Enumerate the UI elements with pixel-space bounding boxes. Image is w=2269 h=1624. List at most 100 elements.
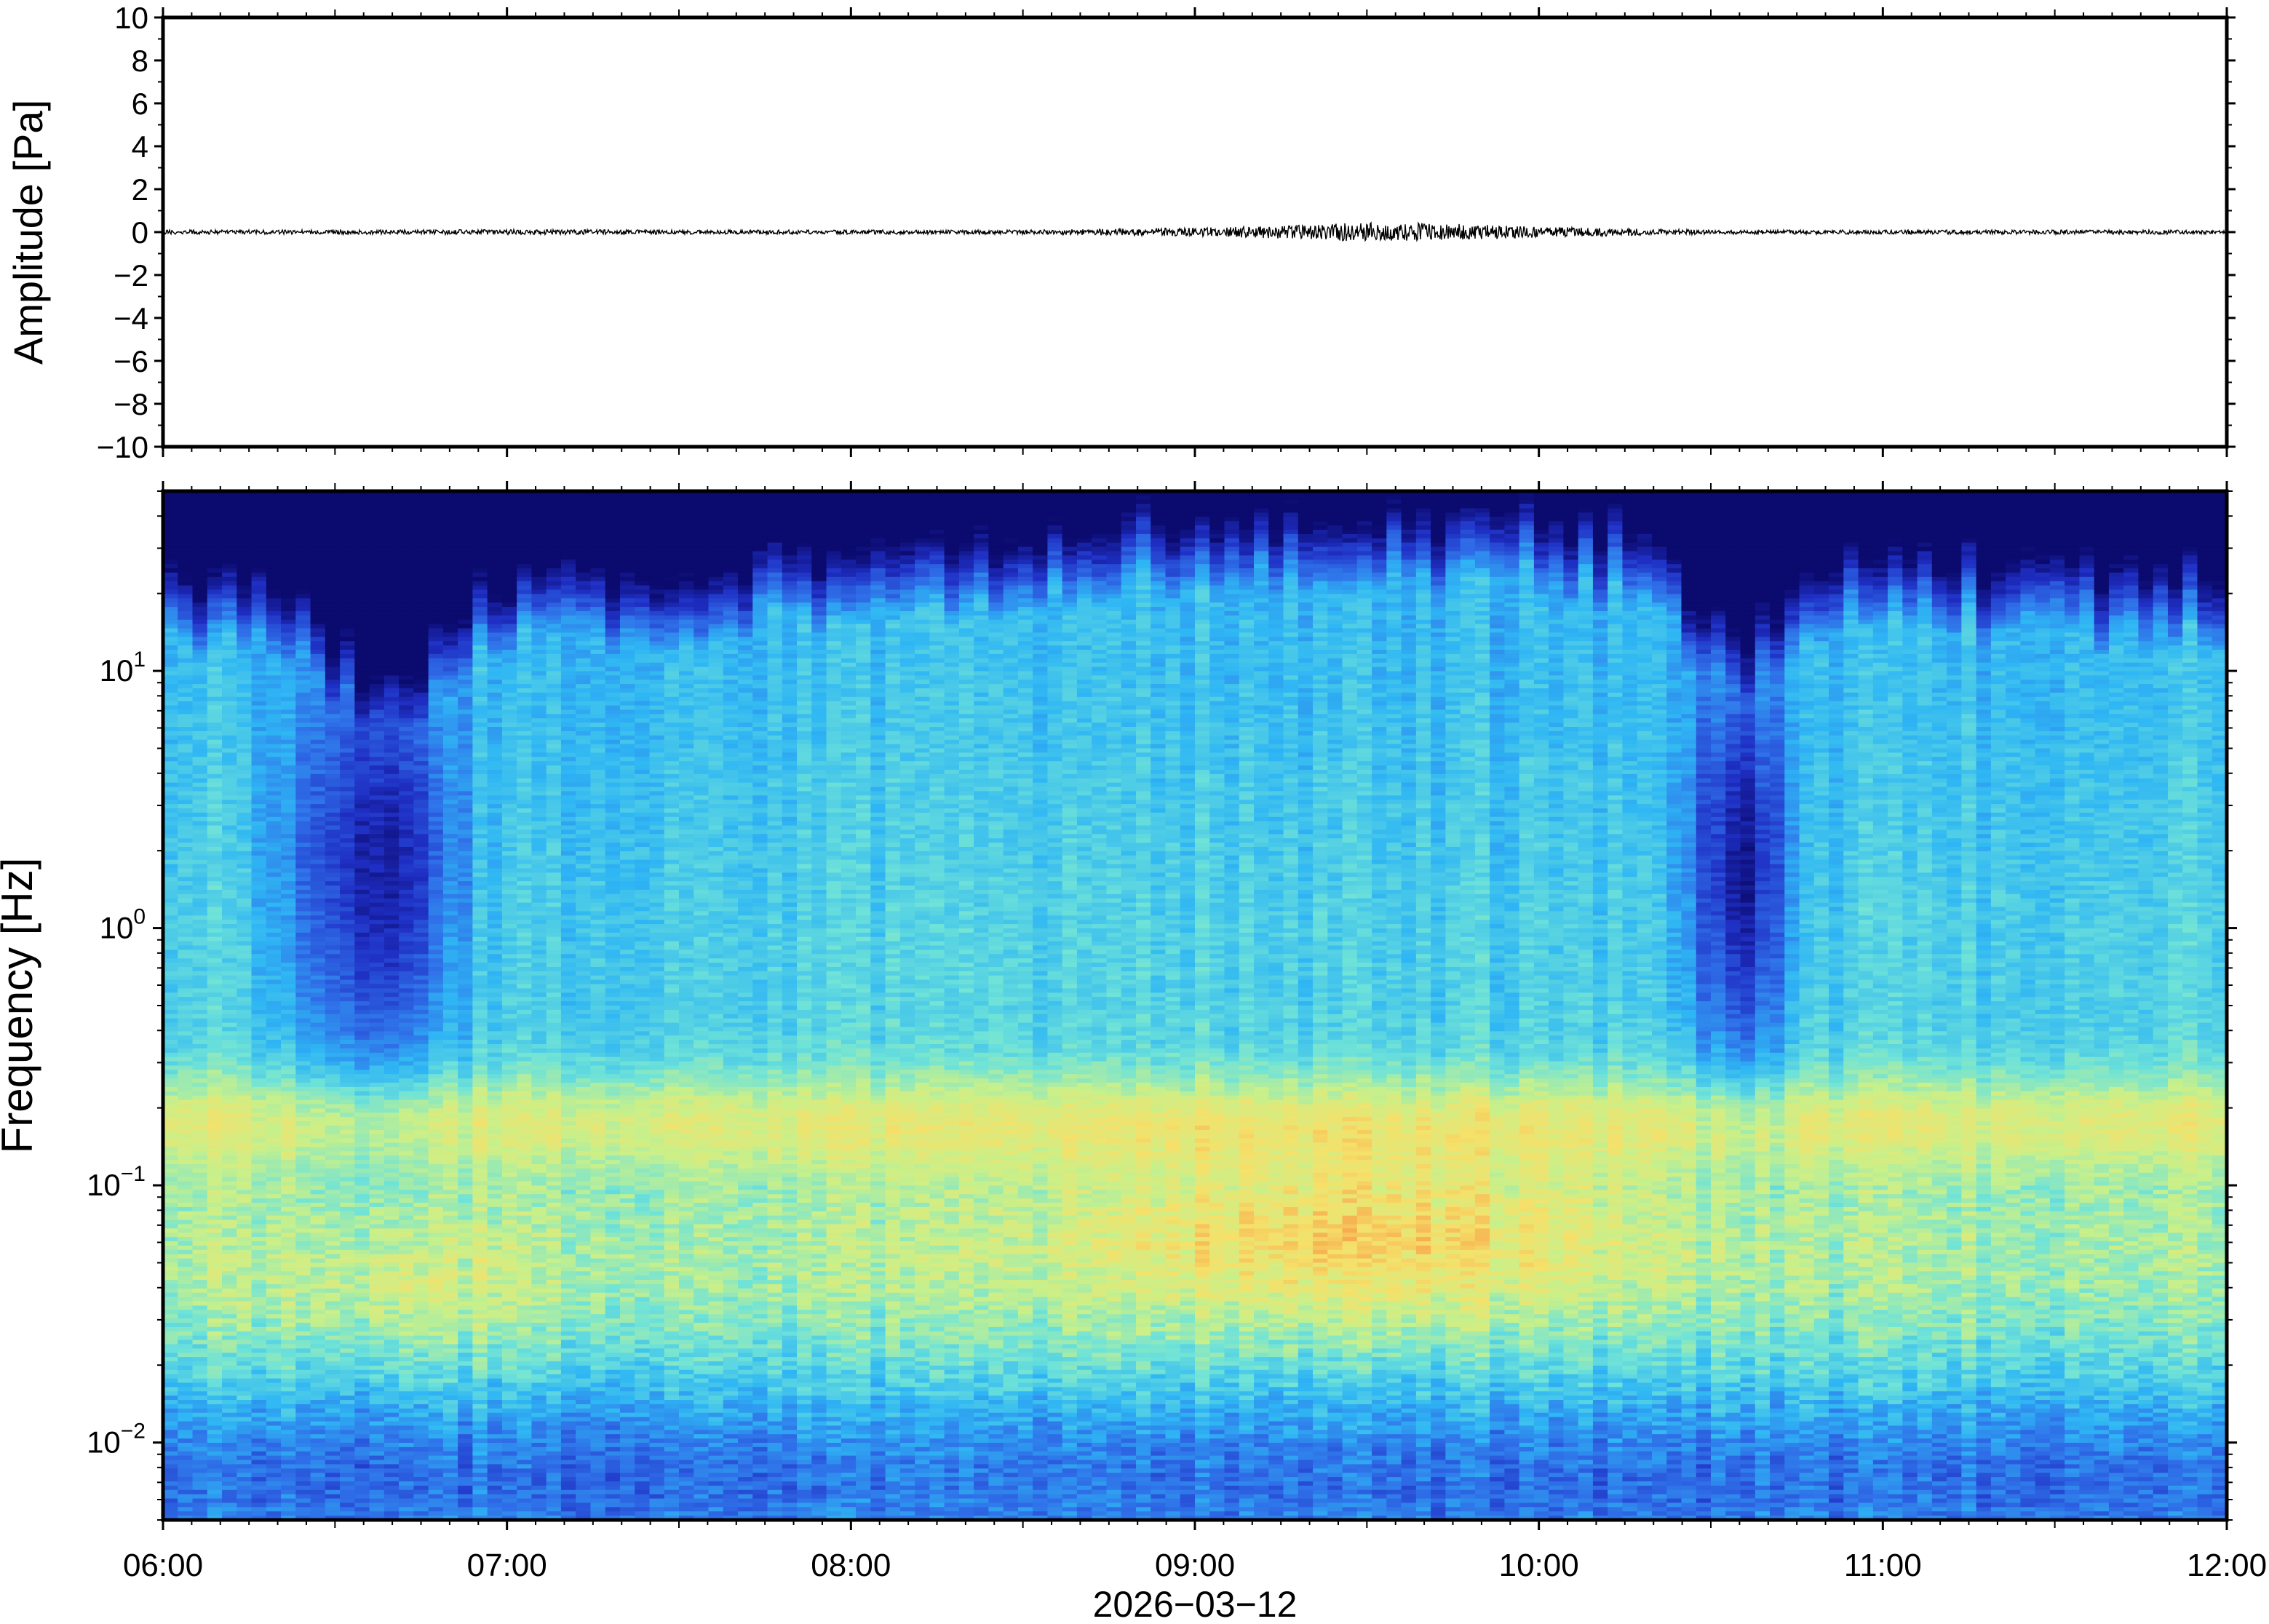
spectrogram-cell (178, 1104, 194, 1109)
spectrogram-cell (399, 666, 414, 672)
spectrogram-cell (295, 1314, 311, 1319)
spectrogram-cell (413, 1035, 429, 1040)
spectrogram-cell (340, 1262, 355, 1267)
spectrogram-cell (354, 1065, 370, 1070)
spectrogram-cell (192, 950, 208, 955)
spectrogram-cell (325, 1511, 341, 1516)
spectrogram-cell (222, 1481, 237, 1486)
spectrogram-cell (369, 641, 385, 646)
spectrogram-cell (340, 1086, 355, 1092)
spectrogram-cell (413, 1430, 429, 1435)
spectrogram-cell (310, 761, 326, 766)
spectrogram-cell (384, 576, 400, 582)
spectrogram-cell (237, 546, 253, 552)
spectrogram-cell (428, 778, 444, 784)
spectrogram-cell (354, 723, 370, 728)
spectrogram-cell (207, 1078, 223, 1083)
spectrogram-cell (325, 709, 341, 715)
spectrogram-cell (369, 872, 385, 877)
spectrogram-cell (310, 1365, 326, 1371)
spectrogram-cell (295, 787, 311, 792)
spectrogram-cell (266, 1288, 282, 1294)
spectrogram-cell (222, 1280, 237, 1285)
spectrogram-cell (237, 508, 253, 514)
spectrogram-cell (399, 641, 414, 646)
spectrogram-cell (295, 1241, 311, 1246)
spectrogram-cell (325, 1065, 341, 1070)
spectrogram-cell (369, 1283, 385, 1289)
spectrogram-cell (442, 979, 458, 985)
spectrogram-cell (192, 1412, 208, 1418)
spectrogram-cell (354, 1254, 370, 1259)
spectrogram-cell (237, 572, 253, 578)
spectrogram-cell (178, 1271, 194, 1276)
spectrogram-cell (207, 808, 223, 813)
spectrogram-cell (163, 1219, 178, 1225)
spectrogram-cell (266, 769, 282, 775)
spectrogram-cell (369, 1258, 385, 1264)
spectrogram-cell (237, 576, 253, 582)
spectrogram-cell (310, 671, 326, 676)
spectrogram-cell (310, 1288, 326, 1294)
spectrogram-cell (266, 1438, 282, 1444)
spectrogram-cell (310, 1280, 326, 1285)
spectrogram-cell (207, 954, 223, 959)
spectrogram-cell (295, 1052, 311, 1058)
spectrogram-cell (442, 872, 458, 877)
spectrogram-cell (428, 530, 444, 535)
spectrogram-cell (369, 907, 385, 912)
spectrogram-cell (325, 1129, 341, 1135)
spectrogram-cell (163, 997, 178, 1002)
spectrogram-cell (295, 864, 311, 869)
spectrogram-cell (340, 645, 355, 650)
spectrogram-cell (384, 1301, 400, 1307)
spectrogram-cell (281, 1258, 296, 1264)
spectrogram-cell (369, 1391, 385, 1396)
spectrogram-cell (222, 1138, 237, 1144)
spectrogram-cell (237, 1258, 253, 1264)
spectrogram-cell (192, 1318, 208, 1324)
spectrogram-cell (413, 680, 429, 685)
spectrogram-cell (369, 1203, 385, 1208)
spectrogram-cell (310, 491, 326, 496)
spectrogram-cell (413, 1172, 429, 1178)
spectrogram-cell (325, 744, 341, 749)
spectrogram-cell (399, 680, 414, 685)
spectrogram-cell (413, 928, 429, 934)
spectrogram-cell (442, 1331, 458, 1337)
spectrogram-cell (310, 992, 326, 998)
spectrogram-cell (369, 1430, 385, 1435)
spectrogram-cell (354, 1258, 370, 1264)
spectrogram-cell (207, 855, 223, 861)
spectrogram-cell (207, 517, 223, 522)
spectrogram-cell (442, 1091, 458, 1096)
spectrogram-cell (340, 1241, 355, 1246)
spectrogram-cell (192, 1040, 208, 1045)
spectrogram-cell (442, 1014, 458, 1019)
spectrogram-cell (222, 1052, 237, 1058)
spectrogram-cell (237, 855, 253, 861)
spectrogram-cell (442, 1108, 458, 1113)
spectrogram-cell (399, 542, 414, 548)
spectrogram-cell (266, 1280, 282, 1285)
spectrogram-cell (369, 637, 385, 642)
spectrogram-cell (442, 1267, 458, 1272)
spectrogram-cell (369, 898, 385, 904)
spectrogram-cell (163, 1412, 178, 1418)
spectrogram-cell (281, 1078, 296, 1083)
spectrogram-cell (413, 576, 429, 582)
spectrogram-cell (207, 1314, 223, 1319)
spectrogram-cell (266, 1163, 282, 1169)
spectrogram-cell (413, 1511, 429, 1516)
spectrogram-cell (237, 773, 253, 779)
spectrogram-cell (207, 979, 223, 985)
spectrogram-cell (442, 568, 458, 573)
spectrogram-cell (207, 684, 223, 689)
spectrogram-cell (310, 1378, 326, 1384)
spectrogram-cell (295, 1203, 311, 1208)
spectrogram-cell (163, 714, 178, 719)
spectrogram-cell (399, 808, 414, 813)
spectrogram-cell (369, 1460, 385, 1465)
spectrogram-cell (413, 1365, 429, 1371)
spectrogram-cell (354, 705, 370, 711)
